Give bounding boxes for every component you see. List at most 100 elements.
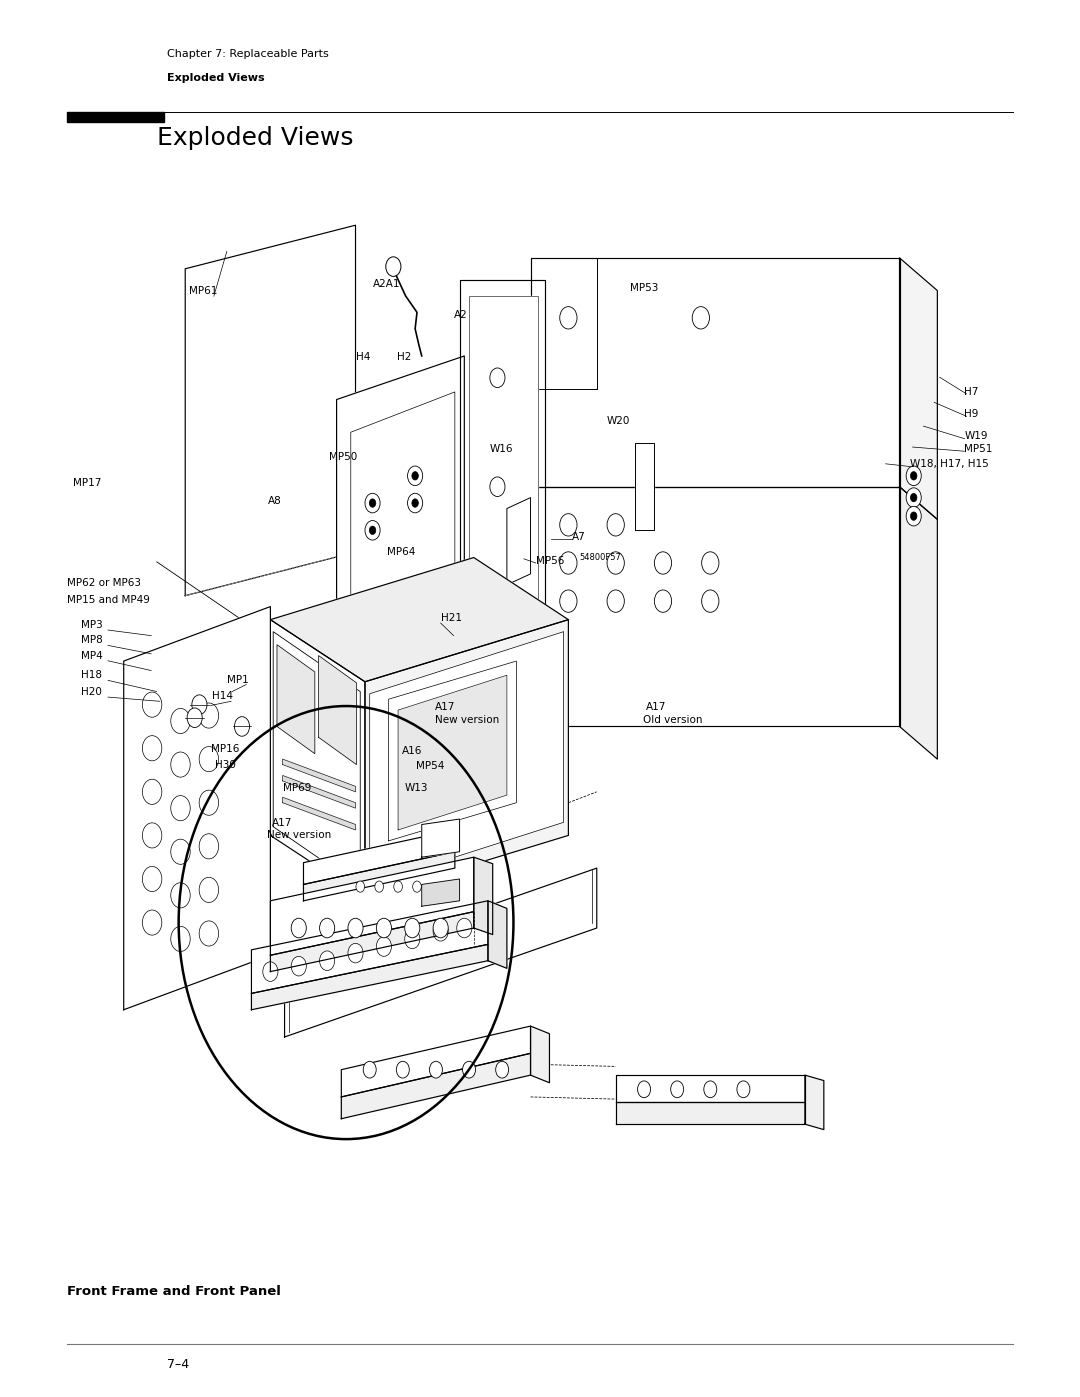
Polygon shape: [341, 1053, 530, 1119]
Circle shape: [671, 1081, 684, 1098]
Circle shape: [407, 493, 422, 513]
Polygon shape: [283, 798, 355, 830]
Circle shape: [199, 834, 218, 859]
Text: MP62 or MP63: MP62 or MP63: [67, 578, 141, 588]
Circle shape: [654, 590, 672, 612]
Circle shape: [407, 467, 422, 486]
Circle shape: [143, 823, 162, 848]
Text: H20: H20: [81, 687, 102, 697]
Circle shape: [396, 1062, 409, 1078]
Polygon shape: [351, 393, 455, 715]
Text: W18, H17, H15: W18, H17, H15: [910, 460, 989, 469]
Polygon shape: [276, 645, 315, 754]
Circle shape: [637, 1081, 650, 1098]
Circle shape: [292, 957, 307, 977]
Text: A16: A16: [402, 746, 422, 756]
Text: MP4: MP4: [81, 651, 103, 661]
Text: A17: A17: [646, 703, 666, 712]
Circle shape: [910, 493, 917, 502]
Polygon shape: [273, 631, 361, 887]
Text: Exploded Views: Exploded Views: [167, 73, 265, 82]
Text: MP69: MP69: [283, 784, 311, 793]
Polygon shape: [635, 443, 653, 531]
Text: A8: A8: [268, 496, 282, 506]
Circle shape: [386, 257, 401, 277]
Text: Old version: Old version: [643, 715, 702, 725]
Polygon shape: [460, 279, 544, 617]
Circle shape: [171, 752, 190, 777]
Circle shape: [411, 472, 418, 481]
Text: MP50: MP50: [329, 453, 357, 462]
Text: H9: H9: [964, 409, 978, 419]
Circle shape: [369, 499, 376, 507]
Text: MP17: MP17: [73, 478, 102, 488]
Circle shape: [559, 590, 577, 612]
Polygon shape: [341, 1025, 530, 1097]
Text: A17: A17: [435, 703, 456, 712]
Text: H4: H4: [356, 352, 370, 362]
Circle shape: [376, 937, 391, 957]
Text: New version: New version: [435, 715, 499, 725]
Circle shape: [143, 866, 162, 891]
Circle shape: [187, 708, 202, 728]
Polygon shape: [530, 258, 900, 486]
Circle shape: [356, 882, 365, 893]
Polygon shape: [252, 944, 488, 1010]
Polygon shape: [270, 858, 474, 956]
Circle shape: [906, 467, 921, 486]
Circle shape: [320, 951, 335, 971]
Circle shape: [348, 943, 363, 963]
Circle shape: [702, 590, 719, 612]
Circle shape: [490, 367, 505, 387]
Text: MP64: MP64: [387, 548, 415, 557]
Polygon shape: [616, 1076, 805, 1102]
Text: MP15 and MP49: MP15 and MP49: [67, 595, 150, 605]
Circle shape: [906, 488, 921, 507]
Text: H21: H21: [441, 613, 461, 623]
Circle shape: [462, 1062, 475, 1078]
Text: MP3: MP3: [81, 620, 103, 630]
Text: MP51: MP51: [964, 444, 993, 454]
Circle shape: [199, 791, 218, 816]
Circle shape: [292, 918, 307, 937]
Text: MP53: MP53: [630, 284, 658, 293]
Polygon shape: [319, 655, 356, 764]
Text: 7–4: 7–4: [167, 1358, 189, 1370]
Polygon shape: [283, 759, 355, 792]
Polygon shape: [124, 606, 270, 1010]
Polygon shape: [474, 858, 492, 935]
Polygon shape: [283, 775, 355, 807]
Polygon shape: [530, 1025, 550, 1083]
Circle shape: [702, 552, 719, 574]
Polygon shape: [421, 879, 460, 907]
Text: Exploded Views: Exploded Views: [157, 126, 353, 149]
Circle shape: [457, 918, 472, 937]
Circle shape: [171, 840, 190, 865]
Circle shape: [199, 746, 218, 771]
Text: A2A1: A2A1: [373, 279, 400, 289]
Circle shape: [737, 1081, 750, 1098]
Circle shape: [199, 921, 218, 946]
Circle shape: [490, 476, 505, 496]
Circle shape: [496, 1062, 509, 1078]
Circle shape: [375, 882, 383, 893]
Circle shape: [405, 918, 420, 937]
Text: MP56: MP56: [536, 556, 564, 566]
Circle shape: [369, 527, 376, 535]
Text: W13: W13: [405, 784, 429, 793]
Polygon shape: [616, 1102, 805, 1125]
Text: H14: H14: [212, 692, 232, 701]
Circle shape: [405, 929, 420, 949]
Circle shape: [171, 883, 190, 908]
Polygon shape: [270, 620, 365, 897]
Polygon shape: [399, 675, 507, 830]
Polygon shape: [365, 620, 568, 897]
Text: H2: H2: [397, 352, 411, 362]
Circle shape: [559, 552, 577, 574]
Polygon shape: [421, 819, 460, 858]
Text: MP1: MP1: [227, 675, 248, 685]
Circle shape: [320, 918, 335, 937]
Circle shape: [363, 1062, 376, 1078]
Circle shape: [559, 307, 577, 330]
Text: W19: W19: [964, 432, 988, 441]
